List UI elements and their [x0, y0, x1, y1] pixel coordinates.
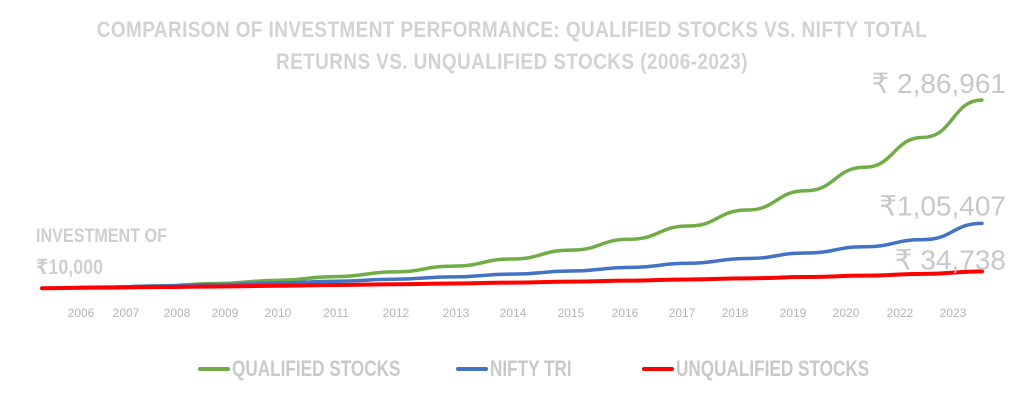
legend-swatch-unqualified-stocks: [642, 367, 674, 371]
x-tick-label: 2009: [212, 306, 239, 320]
investment-note-line-2: ₹10,000: [36, 256, 104, 279]
legend-label-qualified-stocks: QUALIFIED STOCKS: [232, 356, 401, 381]
x-tick-label: 2010: [265, 306, 292, 320]
legend-swatch-nifty-tri: [456, 367, 488, 371]
x-tick-label: 2016: [612, 306, 639, 320]
chart-title-line-2: RETURNS VS. UNQUALIFIED STOCKS (2006-202…: [276, 49, 748, 74]
x-tick-label: 2014: [500, 306, 527, 320]
x-tick-label: 2007: [113, 306, 140, 320]
chart-title: COMPARISON OF INVESTMENT PERFORMANCE: QU…: [72, 14, 953, 78]
legend-item-qualified-stocks: QUALIFIED STOCKS: [198, 356, 448, 382]
chart-legend: QUALIFIED STOCKS NIFTY TRI UNQUALIFIED S…: [0, 356, 1024, 386]
series-line-unqualified-stocks: [40, 269, 984, 291]
series-line-nifty-tri: [40, 221, 984, 290]
x-tick-label: 2022: [887, 306, 914, 320]
legend-item-nifty-tri: NIFTY TRI: [456, 356, 595, 382]
x-tick-label: 2015: [558, 306, 585, 320]
chart-title-line-1: COMPARISON OF INVESTMENT PERFORMANCE: QU…: [96, 17, 928, 42]
x-tick-label: 2006: [68, 306, 95, 320]
legend-label-unqualified-stocks: UNQUALIFIED STOCKS: [676, 356, 870, 381]
x-tick-label: 2018: [722, 306, 749, 320]
x-tick-label: 2019: [780, 306, 807, 320]
x-tick-label: 2011: [323, 306, 349, 320]
investment-note-line-1: INVESTMENT OF: [36, 226, 168, 247]
end-value-label-unqualified-stocks: ₹ 34,738: [895, 244, 1006, 275]
x-tick-label: 2017: [669, 306, 696, 320]
x-tick-label: 2013: [443, 306, 470, 320]
series-line-qualified-stocks: [40, 98, 984, 290]
end-value-label-nifty-tri: ₹1,05,407: [879, 190, 1006, 221]
legend-label-nifty-tri: NIFTY TRI: [490, 356, 572, 381]
legend-item-unqualified-stocks: UNQUALIFIED STOCKS: [642, 356, 924, 382]
x-tick-label: 2012: [383, 306, 410, 320]
series-end-labels: ₹ 2,86,961 ₹1,05,407 ₹ 34,738: [871, 68, 1006, 275]
x-tick-label: 2023: [940, 306, 967, 320]
x-axis-tick-labels: 2006 2007 2008 2009 2010 2011 2012 2013 2014 2015…: [68, 306, 967, 320]
x-tick-label: 2020: [833, 306, 860, 320]
x-tick-label: 2008: [164, 306, 191, 320]
end-value-label-qualified-stocks: ₹ 2,86,961: [871, 68, 1006, 99]
legend-swatch-qualified-stocks: [198, 367, 230, 371]
series-lines: [40, 98, 984, 291]
